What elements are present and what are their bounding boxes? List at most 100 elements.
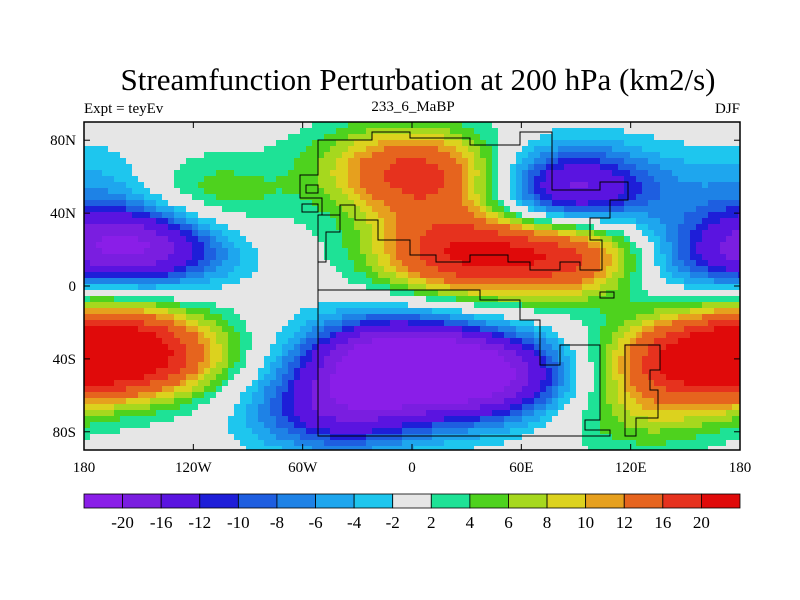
field-cell <box>594 314 601 321</box>
field-cell <box>702 224 709 231</box>
field-cell <box>426 152 433 159</box>
field-cell <box>282 308 289 315</box>
field-cell <box>576 206 583 213</box>
field-cell <box>330 386 337 393</box>
field-cell <box>192 320 199 327</box>
field-cell <box>258 356 265 363</box>
field-cell <box>198 212 205 219</box>
field-cell <box>672 248 679 255</box>
field-cell <box>384 128 391 135</box>
field-cell <box>414 170 421 177</box>
field-cell <box>672 200 679 207</box>
field-cell <box>240 188 247 195</box>
field-cell <box>354 284 361 291</box>
field-cell <box>198 164 205 171</box>
field-cell <box>420 248 427 255</box>
field-cell <box>480 344 487 351</box>
field-cell <box>504 164 511 171</box>
field-cell <box>546 188 553 195</box>
field-cell <box>348 224 355 231</box>
field-cell <box>90 128 97 135</box>
field-cell <box>600 260 607 267</box>
field-cell <box>438 212 445 219</box>
field-cell <box>498 254 505 261</box>
field-cell <box>576 140 583 147</box>
field-cell <box>510 326 517 333</box>
field-cell <box>96 194 103 201</box>
field-cell <box>186 266 193 273</box>
field-cell <box>732 272 739 279</box>
field-cell <box>462 290 469 297</box>
field-cell <box>330 176 337 183</box>
field-cell <box>708 368 715 375</box>
field-cell <box>390 344 397 351</box>
field-cell <box>714 212 721 219</box>
field-cell <box>108 350 115 357</box>
field-cell <box>372 368 379 375</box>
field-cell <box>174 272 181 279</box>
field-cell <box>222 218 229 225</box>
field-cell <box>342 284 349 291</box>
field-cell <box>180 308 187 315</box>
field-cell <box>432 260 439 267</box>
field-cell <box>318 152 325 159</box>
field-cell <box>114 290 121 297</box>
field-cell <box>342 266 349 273</box>
field-cell <box>366 260 373 267</box>
field-cell <box>354 122 361 129</box>
field-cell <box>498 230 505 237</box>
field-cell <box>600 170 607 177</box>
field-cell <box>696 164 703 171</box>
field-cell <box>522 146 529 153</box>
field-cell <box>708 242 715 249</box>
field-cell <box>540 338 547 345</box>
field-cell <box>234 356 241 363</box>
field-cell <box>360 350 367 357</box>
field-cell <box>222 290 229 297</box>
field-cell <box>576 122 583 129</box>
field-cell <box>642 254 649 261</box>
field-cell <box>96 158 103 165</box>
field-cell <box>150 206 157 213</box>
field-cell <box>630 146 637 153</box>
field-cell <box>300 146 307 153</box>
field-cell <box>384 164 391 171</box>
field-cell <box>648 368 655 375</box>
field-cell <box>222 302 229 309</box>
field-cell <box>150 134 157 141</box>
field-cell <box>378 224 385 231</box>
field-cell <box>600 386 607 393</box>
field-cell <box>132 380 139 387</box>
field-cell <box>642 188 649 195</box>
field-cell <box>282 254 289 261</box>
field-cell <box>468 314 475 321</box>
field-cell <box>360 374 367 381</box>
field-cell <box>192 218 199 225</box>
field-cell <box>204 254 211 261</box>
field-cell <box>714 302 721 309</box>
field-cell <box>606 152 613 159</box>
field-cell <box>102 380 109 387</box>
field-cell <box>576 326 583 333</box>
field-cell <box>366 266 373 273</box>
field-cell <box>372 326 379 333</box>
field-cell <box>378 218 385 225</box>
field-cell <box>330 206 337 213</box>
field-cell <box>528 140 535 147</box>
field-cell <box>294 272 301 279</box>
field-cell <box>582 140 589 147</box>
field-cell <box>318 128 325 135</box>
field-cell <box>654 212 661 219</box>
field-cell <box>738 386 741 393</box>
field-cell <box>564 230 571 237</box>
field-cell <box>444 236 451 243</box>
field-cell <box>738 152 741 159</box>
field-cell <box>336 374 343 381</box>
field-cell <box>330 308 337 315</box>
field-cell <box>642 224 649 231</box>
field-cell <box>174 266 181 273</box>
field-cell <box>270 278 277 285</box>
field-cell <box>636 302 643 309</box>
field-cell <box>426 308 433 315</box>
field-cell <box>558 182 565 189</box>
